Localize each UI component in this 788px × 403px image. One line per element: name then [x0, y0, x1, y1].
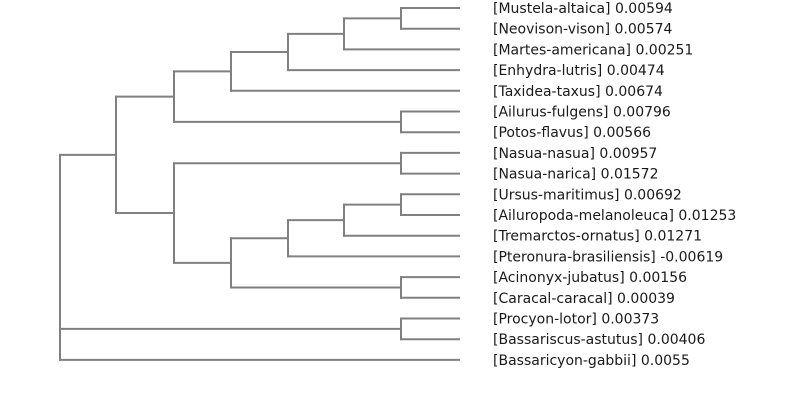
leaf-value: 0.01271 — [640, 229, 702, 245]
leaf-label: [Procyon-lotor] 0.00373 — [493, 312, 659, 328]
leaf-value: 0.0055 — [636, 353, 689, 369]
leaf-name: [Caracal-caracal] — [493, 291, 613, 307]
leaf-name: [Nasua-nasua] — [493, 146, 595, 162]
leaf-label: [Caracal-caracal] 0.00039 — [493, 291, 675, 307]
leaf-name: [Pteronura-brasiliensis] — [493, 249, 656, 265]
leaf-name: [Ailuropoda-melanoleuca] — [493, 208, 674, 224]
leaf-name: [Taxidea-taxus] — [493, 84, 601, 100]
leaf-value: 0.00156 — [625, 270, 687, 286]
leaf-value: 0.00796 — [609, 105, 671, 121]
leaf-name: [Bassaricyon-gabbii] — [493, 353, 636, 369]
leaf-label: [Mustela-altaica] 0.00594 — [493, 1, 673, 17]
leaf-label: [Ursus-maritimus] 0.00692 — [493, 187, 682, 203]
leaf-value: 0.00566 — [589, 125, 651, 141]
leaf-name: [Nasua-narica] — [493, 167, 596, 183]
leaf-name: [Enhydra-lutris] — [493, 63, 602, 79]
leaf-label: [Neovison-vison] 0.00574 — [493, 22, 673, 38]
leaf-value: 0.00474 — [602, 63, 664, 79]
leaf-name: [Bassariscus-astutus] — [493, 332, 643, 348]
leaf-name: [Martes-americana] — [493, 42, 631, 58]
leaf-value: -0.00619 — [656, 249, 723, 265]
leaf-value: 0.00039 — [613, 291, 675, 307]
leaf-value: 0.00574 — [610, 22, 672, 38]
leaf-name: [Procyon-lotor] — [493, 312, 597, 328]
leaf-label: [Potos-flavus] 0.00566 — [493, 125, 651, 141]
leaf-name: [Ailurus-fulgens] — [493, 105, 609, 121]
leaf-label: [Bassaricyon-gabbii] 0.0055 — [493, 353, 690, 369]
leaf-value: 0.01572 — [596, 167, 658, 183]
leaf-label: [Bassariscus-astutus] 0.00406 — [493, 332, 705, 348]
leaf-value: 0.01253 — [674, 208, 736, 224]
leaf-value: 0.00957 — [595, 146, 657, 162]
leaf-label: [Nasua-narica] 0.01572 — [493, 167, 659, 183]
leaf-value: 0.00674 — [601, 84, 663, 100]
leaf-value: 0.00251 — [631, 42, 693, 58]
leaf-name: [Acinonyx-jubatus] — [493, 270, 625, 286]
leaf-name: [Neovison-vison] — [493, 22, 610, 38]
leaf-label: [Ailurus-fulgens] 0.00796 — [493, 105, 671, 121]
leaf-name: [Mustela-altaica] — [493, 1, 611, 17]
leaf-label: [Acinonyx-jubatus] 0.00156 — [493, 270, 687, 286]
leaf-label: [Martes-americana] 0.00251 — [493, 42, 693, 58]
leaf-label: [Ailuropoda-melanoleuca] 0.01253 — [493, 208, 736, 224]
leaf-value: 0.00692 — [620, 187, 682, 203]
leaf-labels: [Mustela-altaica] 0.00594[Neovison-vison… — [493, 1, 736, 369]
leaf-value: 0.00406 — [643, 332, 705, 348]
leaf-name: [Ursus-maritimus] — [493, 187, 620, 203]
leaf-label: [Nasua-nasua] 0.00957 — [493, 146, 657, 162]
leaf-label: [Pteronura-brasiliensis] -0.00619 — [493, 249, 723, 265]
leaf-label: [Tremarctos-ornatus] 0.01271 — [493, 229, 702, 245]
leaf-name: [Tremarctos-ornatus] — [493, 229, 640, 245]
leaf-label: [Taxidea-taxus] 0.00674 — [493, 84, 663, 100]
tree-branches — [59, 7, 460, 361]
leaf-name: [Potos-flavus] — [493, 125, 589, 141]
leaf-value: 0.00594 — [611, 1, 673, 17]
leaf-label: [Enhydra-lutris] 0.00474 — [493, 63, 665, 79]
leaf-value: 0.00373 — [597, 312, 659, 328]
